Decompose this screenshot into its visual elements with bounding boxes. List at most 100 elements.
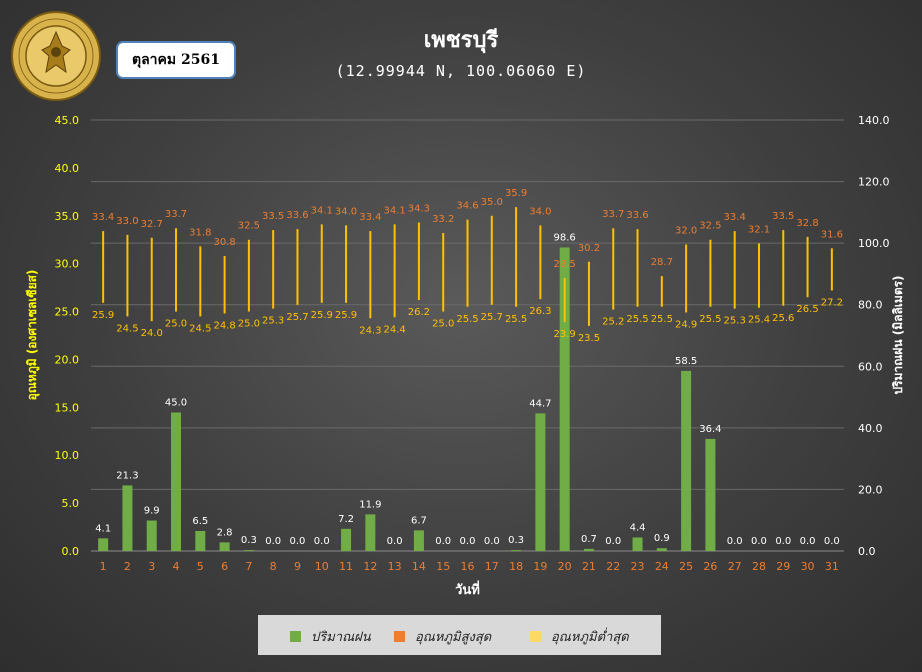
min-temp-data-label: 26.5 <box>796 304 818 315</box>
legend-item-min-temp: อุณหภูมิต่ำสุด <box>530 626 629 647</box>
max-temp-data-label: 33.6 <box>626 210 648 221</box>
y-right-tick-label: 0.0 <box>858 545 876 558</box>
x-tick-label: 29 <box>776 560 790 573</box>
rain-data-label: 0.0 <box>751 536 767 547</box>
min-temp-data-label: 25.3 <box>724 316 746 327</box>
chart-title: เพชรบุรี <box>423 28 499 53</box>
max-temp-data-label: 35.9 <box>505 188 527 199</box>
month-label: ตุลาคม 2561 <box>116 41 236 79</box>
x-tick-label: 30 <box>801 560 815 573</box>
min-temp-data-label: 24.9 <box>675 320 697 331</box>
x-tick-label: 17 <box>485 560 499 573</box>
max-temp-data-label: 33.7 <box>165 209 187 220</box>
y-right-tick-label: 80.0 <box>858 299 883 312</box>
legend-label-rain: ปริมาณฝน <box>311 630 371 645</box>
x-axis-title: วันที่ <box>455 580 480 598</box>
rain-data-label: 0.0 <box>290 536 306 547</box>
min-temp-data-label: 23.5 <box>578 333 600 344</box>
x-tick-label: 26 <box>703 560 717 573</box>
rain-bar <box>559 247 570 551</box>
max-temp-data-label: 33.0 <box>116 216 138 227</box>
y-left-tick-label: 5.0 <box>62 497 80 510</box>
rain-data-label: 98.6 <box>554 232 576 243</box>
legend: ปริมาณฝน อุณหภูมิสูงสุด อุณหภูมิต่ำสุด <box>258 615 661 655</box>
max-temp-data-label: 34.1 <box>311 205 333 216</box>
rain-data-label: 0.0 <box>265 536 281 547</box>
max-temp-data-label: 33.5 <box>262 211 284 222</box>
max-temp-data-label: 32.1 <box>748 225 770 236</box>
min-temp-data-label: 25.4 <box>748 315 770 326</box>
min-temp-data-label: 23.9 <box>554 329 576 340</box>
x-tick-label: 1 <box>100 560 107 573</box>
x-tick-label: 16 <box>461 560 475 573</box>
min-temp-data-label: 24.5 <box>116 323 138 334</box>
min-temp-data-label: 24.0 <box>141 328 163 339</box>
rain-data-label: 45.0 <box>165 397 187 408</box>
max-temp-data-label: 31.8 <box>189 227 211 238</box>
rain-bar <box>583 548 594 551</box>
rain-bar <box>146 520 157 551</box>
min-temp-data-label: 24.4 <box>383 324 405 335</box>
rain-data-label: 2.8 <box>217 527 233 538</box>
x-tick-label: 10 <box>315 560 329 573</box>
y-left-tick-label: 45.0 <box>55 114 80 127</box>
max-temp-data-label: 30.8 <box>213 237 235 248</box>
min-temp-data-label: 25.7 <box>481 312 503 323</box>
x-tick-label: 22 <box>606 560 620 573</box>
rain-data-label: 0.0 <box>314 536 330 547</box>
min-temp-data-label: 25.5 <box>505 314 527 325</box>
x-tick-label: 3 <box>148 560 155 573</box>
y-right-tick-label: 120.0 <box>858 176 890 189</box>
x-tick-label: 14 <box>412 560 426 573</box>
max-temp-data-label: 33.6 <box>286 210 308 221</box>
rain-data-label: 0.3 <box>508 535 524 546</box>
y-left-tick-label: 15.0 <box>55 401 80 414</box>
min-temp-data-label: 25.0 <box>165 319 187 330</box>
rain-bar <box>98 538 109 551</box>
min-temp-data-label: 26.2 <box>408 307 430 318</box>
max-temp-data-label: 33.4 <box>92 212 114 223</box>
min-temp-data-label: 26.3 <box>529 306 551 317</box>
rain-bar <box>632 537 643 551</box>
max-temp-data-label: 32.5 <box>699 221 721 232</box>
rain-data-label: 36.4 <box>699 424 721 435</box>
min-temp-data-label: 25.5 <box>699 314 721 325</box>
y-right-axis-title: ปริมาณฝน (มิลลิเมตร) <box>891 275 905 394</box>
chart-subtitle: (12.99944 N, 100.06060 E) <box>335 62 587 80</box>
rain-data-label: 0.9 <box>654 533 670 544</box>
legend-item-max-temp: อุณหภูมิสูงสุด <box>394 626 491 647</box>
rain-data-label: 0.0 <box>605 536 621 547</box>
rain-data-label: 0.0 <box>387 536 403 547</box>
x-tick-label: 18 <box>509 560 523 573</box>
rain-data-label: 0.0 <box>727 536 743 547</box>
rain-data-label: 0.0 <box>460 536 476 547</box>
rain-bar <box>195 530 206 551</box>
max-temp-data-label: 32.7 <box>141 219 163 230</box>
min-temp-data-label: 25.9 <box>92 310 114 321</box>
rain-data-label: 6.5 <box>192 516 208 527</box>
rain-bar <box>535 413 546 551</box>
max-temp-data-label: 33.4 <box>724 212 746 223</box>
x-tick-label: 13 <box>388 560 402 573</box>
min-temp-data-label: 24.8 <box>213 320 235 331</box>
x-tick-label: 8 <box>270 560 277 573</box>
x-tick-label: 9 <box>294 560 301 573</box>
min-temp-data-label: 25.9 <box>335 310 357 321</box>
min-temp-data-label: 25.9 <box>311 310 333 321</box>
rain-bar <box>413 530 424 551</box>
min-temp-data-label: 25.2 <box>602 317 624 328</box>
max-temp-data-label: 35.0 <box>481 197 503 208</box>
x-tick-label: 24 <box>655 560 669 573</box>
chart-plot: 0.05.010.015.020.025.030.035.040.045.00.… <box>25 114 905 598</box>
max-temp-data-label: 32.8 <box>796 218 818 229</box>
min-temp-data-label: 25.5 <box>651 314 673 325</box>
y-left-tick-label: 25.0 <box>55 306 80 319</box>
rain-data-label: 0.0 <box>435 536 451 547</box>
rain-data-label: 6.7 <box>411 515 427 526</box>
min-temp-data-label: 25.7 <box>286 312 308 323</box>
x-tick-label: 27 <box>728 560 742 573</box>
y-right-tick-label: 40.0 <box>858 422 883 435</box>
rain-data-label: 44.7 <box>529 398 551 409</box>
rain-data-label: 4.4 <box>630 522 646 533</box>
legend-label-min-temp: อุณหภูมิต่ำสุด <box>551 630 629 645</box>
